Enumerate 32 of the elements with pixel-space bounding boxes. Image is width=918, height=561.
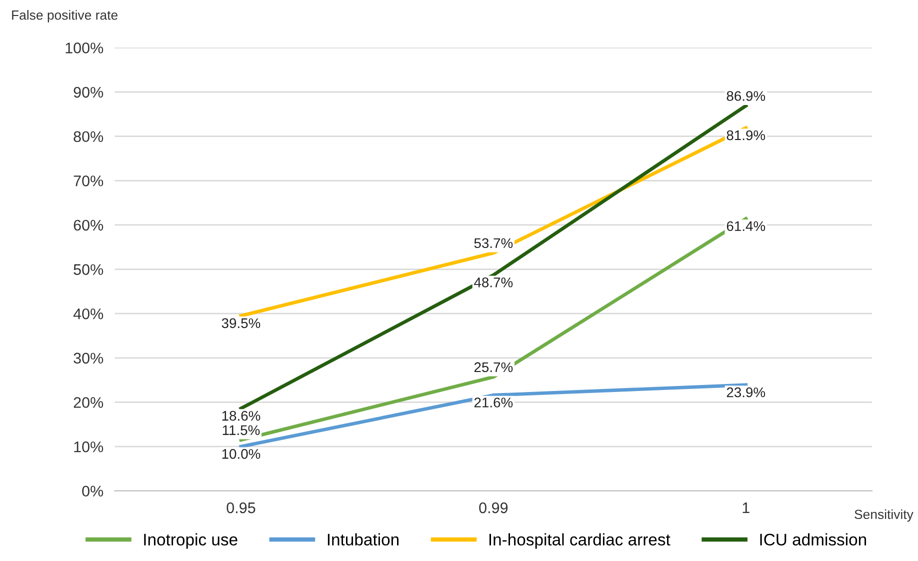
y-tick-label: 100% [66, 42, 104, 54]
y-tick-label: 20% [74, 397, 104, 408]
legend-label: Inotropic use [144, 533, 238, 549]
x-axis-title: Sensitivity [854, 509, 914, 522]
data-label: 61.4% [726, 221, 766, 232]
x-tick-label: 0.95 [226, 502, 256, 514]
y-tick-label: 40% [73, 308, 104, 320]
y-tick-label: 0% [82, 486, 104, 497]
y-axis-title: False positive rate [12, 10, 118, 22]
data-label: 81.9% [726, 130, 766, 140]
data-label: 25.7% [474, 362, 513, 372]
x-tick-label: 1 [742, 502, 750, 514]
legend-label: Intubation [328, 533, 399, 546]
y-tick-label: 80% [74, 131, 104, 142]
data-label: 10.0% [222, 449, 260, 459]
y-tick-label: 30% [74, 352, 104, 364]
y-tick-label: 60% [74, 220, 104, 231]
y-tick-label: 10% [74, 441, 104, 452]
y-tick-label: 90% [74, 86, 104, 98]
data-label: 18.6% [222, 410, 260, 421]
x-tick-label: 0.99 [479, 502, 508, 514]
data-label: 23.9% [726, 387, 766, 398]
data-label: 39.5% [222, 318, 260, 328]
data-label: 48.7% [474, 277, 513, 288]
data-label: 11.5% [222, 425, 260, 436]
data-label: 21.6% [474, 398, 513, 408]
y-tick-label: 50% [74, 264, 104, 275]
data-label: 53.7% [474, 238, 513, 248]
y-tick-label: 70% [74, 176, 104, 186]
legend-label: In-hospital cardiac arrest [489, 533, 670, 549]
data-label: 86.9% [726, 91, 766, 101]
legend-label: ICU admission [760, 533, 866, 546]
